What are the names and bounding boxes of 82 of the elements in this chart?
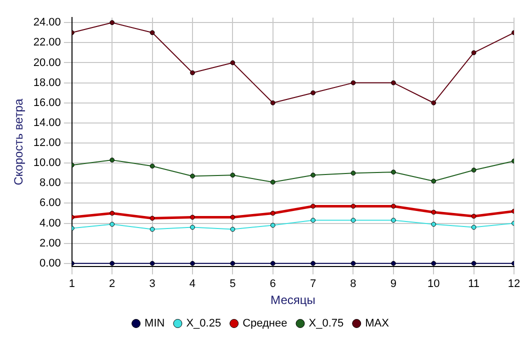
point [230,260,236,266]
point [431,222,436,227]
y-tick-label: 10.00 [33,157,61,170]
point [230,60,236,66]
x-axis-title: Месяцы [270,293,316,308]
y-tick-label: 18.00 [33,76,61,89]
x-tick-label: 12 [508,278,520,290]
legend-label: MAX [365,318,390,330]
point [350,204,356,209]
x-tick-label: 1 [68,278,75,290]
point [230,226,236,232]
y-tick-label: 6.00 [40,197,61,210]
point [390,218,396,223]
x-tick-label: 8 [350,278,356,290]
point [190,260,195,266]
point [230,214,236,220]
point [431,260,436,266]
y-tick-label: 8.00 [40,177,61,190]
point [431,100,436,106]
point [350,80,356,86]
legend-label: MIN [144,318,165,330]
point [150,216,155,221]
point [471,224,476,230]
x-tick-label: 7 [310,278,316,290]
point [150,164,155,169]
x-tick-label: 4 [189,278,196,290]
point [190,214,195,220]
x-tick-label: 6 [270,278,276,290]
legend-label: X_0.25 [186,318,222,330]
point [310,90,316,96]
point [110,222,115,227]
point [310,204,316,209]
legend-label: Среднее [242,318,288,330]
point [230,172,236,178]
point [431,178,436,184]
point [350,170,356,176]
point [190,70,195,76]
point [350,260,356,266]
point [390,260,396,266]
x-tick-label: 2 [109,278,116,290]
point [110,210,115,216]
point [270,210,276,216]
y-tick-label: 4.00 [40,217,61,230]
point [390,204,396,209]
point [471,50,476,56]
point [190,174,195,179]
y-tick-label: 12.00 [33,137,61,150]
point [110,260,115,266]
x-tick-label: 5 [230,278,236,290]
point [270,180,276,185]
point [150,30,155,36]
point [471,260,476,266]
point [310,260,316,266]
x-tick-label: 11 [468,278,480,290]
point [390,80,396,86]
point [471,168,476,173]
point [270,222,276,228]
y-tick-label: 14.00 [33,116,61,129]
y-tick-label: 0.00 [40,257,61,270]
y-tick-label: 24.00 [33,16,61,29]
y-tick-label: 20.00 [33,56,61,69]
y-axis-title: Скорость ветра [12,98,26,186]
point [110,20,115,26]
y-tick-label: 2.00 [40,237,61,250]
point [310,218,316,223]
y-tick-label: 16.00 [33,96,61,109]
point [471,214,476,219]
point [310,172,316,178]
point [190,224,195,230]
x-tick-label: 10 [428,278,440,290]
point [150,260,155,266]
point [270,100,276,106]
x-tick-label: 9 [390,278,396,290]
point [270,260,276,266]
x-tick-label: 3 [149,278,156,290]
point [390,170,396,175]
point [350,218,356,223]
point [431,210,436,215]
y-tick-label: 22.00 [33,36,61,49]
legend-label: X_0.75 [308,318,344,330]
point [110,158,115,163]
point [150,226,155,232]
